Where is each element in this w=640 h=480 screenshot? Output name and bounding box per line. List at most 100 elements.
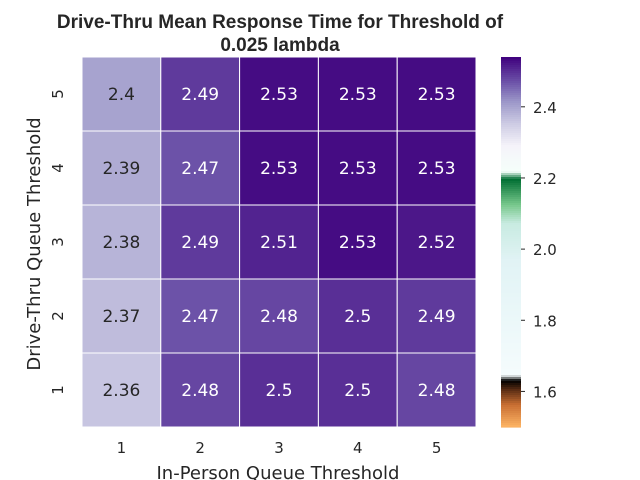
colorbar-segment [501,107,521,110]
y-tick-label: 5 [49,89,67,99]
colorbar-segment [501,337,521,340]
colorbar-segment [501,405,521,408]
colorbar-segment [501,385,521,388]
colorbar-segment [501,387,521,390]
colorbar-segment [501,103,521,106]
colorbar-segment [501,187,521,190]
colorbar-segment [501,275,521,278]
colorbar-segment [501,167,521,170]
colorbar-segment [501,263,521,266]
colorbar-segment [501,273,521,276]
x-tick-label: 1 [117,439,127,457]
colorbar-segment [501,179,521,182]
colorbar-segment [501,407,521,410]
colorbar-segment [501,281,521,284]
colorbar-segment [501,77,521,80]
x-axis-label: In-Person Queue Threshold [157,463,400,480]
colorbar-segment [501,271,521,274]
colorbar-segment [501,213,521,216]
heatmap-cell-label: 2.48 [181,381,219,401]
heatmap-cell [317,204,398,280]
colorbar-segment [501,347,521,350]
colorbar-segment [501,395,521,398]
heatmap-cell-labels: 2.4 2.49 2.53 2.53 2.53 2.39 2.47 2.53 2.53 2.53 2… [102,85,455,401]
colorbar-segment [501,97,521,100]
colorbar-segment [501,327,521,330]
colorbar-segment [501,155,521,158]
heatmap-cell-label: 2.5 [344,381,371,401]
colorbar-segment [501,143,521,146]
chart-title-line2: 0.025 lambda [220,35,340,56]
colorbar-segment [501,253,521,256]
colorbar-segment [501,95,521,98]
heatmap-cell-label: 2.47 [181,307,219,327]
colorbar-segment [501,185,521,188]
heatmap-cell [160,352,241,428]
colorbar-segment [501,195,521,198]
heatmap-cell-label: 2.48 [260,307,298,327]
colorbar-segment [501,123,521,126]
colorbar-segment [501,91,521,94]
colorbar-segment [501,133,521,136]
colorbar-segment [501,351,521,354]
colorbar-segment [501,417,521,420]
heatmap-cell-label: 2.5 [265,381,292,401]
heatmap-cell-label: 2.38 [102,233,140,253]
colorbar-segment [501,59,521,62]
colorbar-segment [501,75,521,78]
heatmap-cell [239,352,319,428]
colorbar-segment [501,321,521,324]
colorbar-segment [501,267,521,270]
colorbar-tick-labels: 1.6 1.8 2.0 2.2 2.4 [521,99,557,401]
colorbar-segment [501,297,521,300]
chart-title-line1: Drive-Thru Mean Response Time for Thresh… [57,12,504,33]
colorbar-segment [501,375,521,378]
colorbar-segment [501,409,521,412]
heatmap-cell [81,130,162,206]
colorbar-segment [501,421,521,424]
colorbar-segment [501,193,521,196]
colorbar-segment [501,191,521,194]
colorbar-segment [501,211,521,214]
colorbar-segment [501,401,521,404]
colorbar-segment [501,81,521,84]
colorbar-segment [501,151,521,154]
colorbar-segment [501,323,521,326]
colorbar-segment [501,317,521,320]
heatmap-cell-label: 2.52 [418,233,456,253]
colorbar-segment [501,199,521,202]
colorbar-tick-label: 2.0 [533,241,557,259]
colorbar-segment [501,153,521,156]
colorbar-segment [501,285,521,288]
heatmap-cell-label: 2.53 [339,233,377,253]
heatmap-cell-label: 2.53 [418,159,456,179]
colorbar-segment [501,257,521,260]
heatmap-cell-label: 2.47 [181,159,219,179]
colorbar-segment [501,219,521,222]
colorbar-segment [501,319,521,322]
colorbar-segment [501,207,521,210]
colorbar-tick-label: 2.4 [533,99,557,117]
colorbar-segment [501,83,521,86]
colorbar-segment [501,289,521,292]
y-axis-label: Drive-Thru Queue Threshold [24,117,45,370]
colorbar-segment [501,197,521,200]
colorbar-segment [501,419,521,422]
heatmap-cell-label: 2.4 [108,85,135,105]
heatmap-cell-label: 2.48 [418,381,456,401]
colorbar-tick-label: 1.8 [533,312,557,330]
colorbar-segment [501,115,521,118]
colorbar-segment [501,71,521,74]
colorbar-segment [501,369,521,372]
heatmap-cell-label: 2.53 [260,159,298,179]
heatmap-cell [239,204,319,280]
colorbar-segment [501,423,521,426]
colorbar-segment [501,67,521,70]
colorbar-segment [501,129,521,132]
heatmap-cell [239,278,319,354]
colorbar-segment [501,313,521,316]
colorbar-segment [501,161,521,164]
colorbar-segment [501,393,521,396]
colorbar-segment [501,383,521,386]
